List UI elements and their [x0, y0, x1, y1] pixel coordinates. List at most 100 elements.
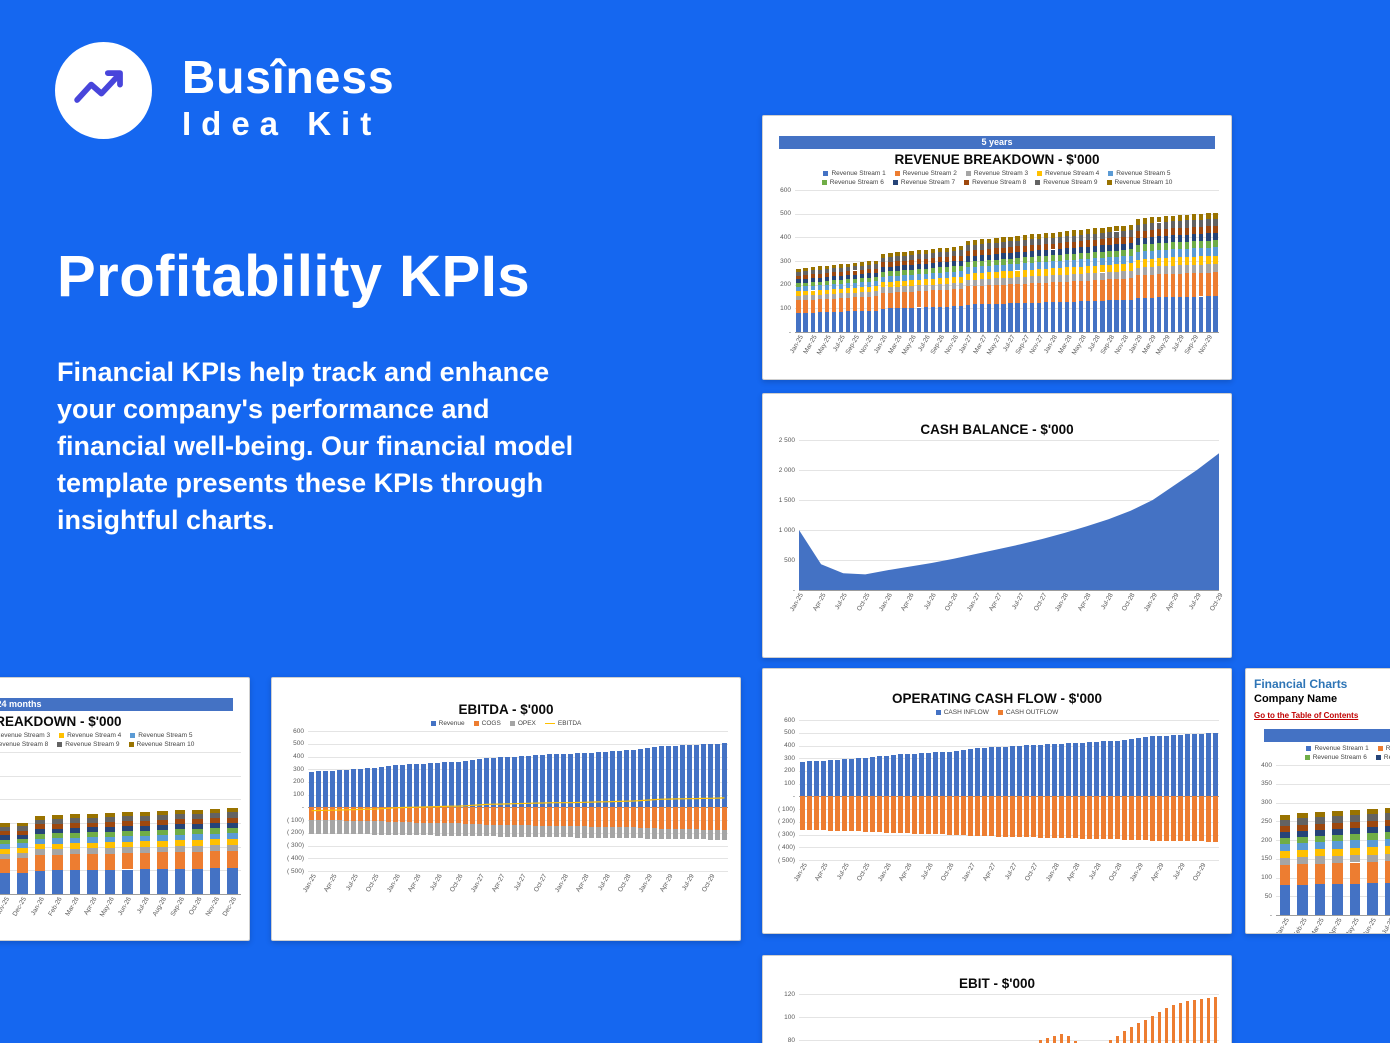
bar [1192, 999, 1197, 1043]
bar-segment [52, 838, 63, 844]
gridline [799, 590, 1219, 591]
bar [393, 765, 398, 808]
bar [694, 807, 699, 830]
bar-segment [1279, 819, 1290, 826]
bar-segment [0, 858, 10, 873]
bar-segment [192, 813, 203, 819]
bar-segment [1149, 297, 1154, 332]
bar-segment [1213, 233, 1218, 241]
x-axis-label: Jul-26 [922, 592, 938, 611]
bar-segment [1367, 861, 1378, 884]
bar-segment [1072, 241, 1077, 248]
bar [554, 807, 559, 826]
bar-segment [916, 291, 921, 308]
bar-segment [1107, 257, 1112, 265]
bar-segment [1332, 863, 1343, 884]
bar [1129, 1026, 1134, 1043]
y-axis-label: 350 [1261, 780, 1272, 788]
bar [1094, 741, 1099, 797]
bar [379, 767, 384, 808]
bar [547, 754, 552, 808]
y-axis-label: - [788, 328, 791, 336]
gridline [799, 994, 1219, 995]
bar-segment [1314, 829, 1325, 836]
bar [1101, 741, 1106, 797]
bar-segment [1332, 835, 1343, 842]
legend-label: Revenue Stream 4 [1045, 170, 1100, 177]
legend-color-swatch [964, 180, 970, 185]
bar [961, 750, 966, 797]
bar [1206, 796, 1211, 842]
bar-segment [930, 263, 935, 269]
bar-segment [174, 846, 185, 853]
bar-segment [810, 270, 815, 275]
bar [814, 760, 819, 797]
bar-segment [888, 281, 893, 288]
bar-segment [1149, 250, 1154, 259]
bar [919, 796, 924, 834]
x-axis-label: Jun-26 [117, 896, 134, 917]
gridline [0, 894, 241, 895]
bar-segment [973, 261, 978, 267]
bar-segment [980, 304, 985, 332]
bar-segment [1008, 236, 1013, 242]
bar-segment [1050, 243, 1056, 250]
bar-segment [1185, 214, 1190, 221]
bar [1178, 734, 1183, 797]
y-axis-label: 50 [1264, 892, 1272, 900]
bar-segment [17, 830, 28, 835]
bar [379, 807, 384, 822]
gridline [0, 846, 241, 848]
bar-segment [1036, 282, 1041, 303]
bar-segment [1213, 212, 1218, 219]
bar-segment [1156, 243, 1162, 251]
bar [807, 796, 812, 830]
bar-segment [958, 271, 964, 277]
bar [449, 807, 454, 824]
bar-segment [104, 847, 115, 854]
bar-segment [973, 279, 978, 287]
bar-segment [1114, 256, 1119, 265]
bar-segment [860, 282, 865, 288]
bar-segment [987, 260, 992, 266]
bar-segment [895, 292, 900, 309]
bar [947, 796, 952, 835]
bar-segment [874, 291, 879, 297]
bar-segment [174, 868, 185, 894]
bar-segment [1163, 274, 1169, 298]
bar-segment [966, 273, 971, 281]
legend-color-swatch [509, 721, 515, 726]
bar-segment [1043, 233, 1048, 238]
bar-segment [17, 843, 28, 849]
x-axis-label: Jul-25 [344, 873, 360, 892]
legend-item: Revenue Stream 10 [1106, 179, 1172, 186]
bar-segment [1199, 247, 1204, 257]
bar-segment [1185, 248, 1190, 257]
bar-segment [1036, 233, 1041, 239]
bar-segment [1050, 275, 1056, 283]
bar [1178, 1003, 1183, 1043]
bar-segment [923, 307, 928, 332]
bar-segment [1213, 247, 1218, 256]
bar [1185, 796, 1190, 842]
bar-segment [1367, 839, 1378, 848]
bar [912, 796, 917, 834]
bar-segment [881, 292, 886, 309]
x-axis-label: Sep-26 [169, 896, 186, 918]
bar-segment [17, 872, 28, 894]
bar-segment [881, 308, 886, 332]
bar-segment [824, 265, 829, 270]
bar [884, 796, 889, 833]
bar-segment [796, 312, 801, 332]
bar-segment [52, 828, 63, 834]
bar-segment [1015, 283, 1020, 304]
bar [512, 807, 517, 826]
bar-segment [1022, 263, 1027, 271]
bar-segment [994, 242, 999, 249]
bar-segment [1163, 242, 1169, 250]
x-axis-label: Apr-26 [899, 592, 916, 613]
bar [1017, 796, 1022, 838]
table-of-contents-link[interactable]: Go to the Table of Contents [1254, 711, 1359, 720]
gridline [799, 745, 1219, 747]
bar-segment [845, 267, 851, 272]
